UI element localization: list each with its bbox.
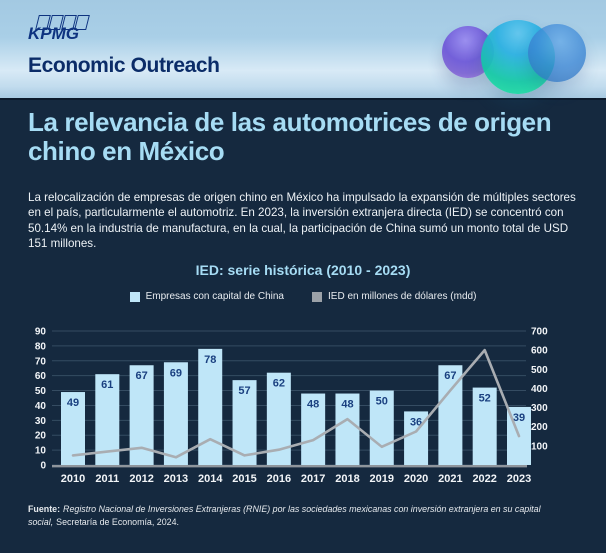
- x-axis-year-label: 2018: [335, 473, 359, 485]
- bar-value-label: 50: [376, 396, 388, 408]
- left-axis-tick: 0: [40, 461, 46, 472]
- x-axis-year-label: 2010: [61, 473, 85, 485]
- legend-item-bars: Empresas con capital de China: [129, 291, 284, 302]
- right-axis-tick: 400: [531, 384, 548, 395]
- x-axis-year-label: 2019: [370, 473, 394, 485]
- kpmg-logo: KPMG: [28, 15, 90, 44]
- bar-value-label: 57: [238, 385, 250, 397]
- bar-value-label: 67: [444, 370, 456, 382]
- legend-item-line: IED en millones de dólares (mdd): [312, 291, 476, 302]
- bar-2019: [369, 390, 394, 465]
- bar-value-label: 48: [307, 399, 319, 411]
- program-title: Economic Outreach: [28, 54, 220, 77]
- bar-value-label: 67: [135, 370, 147, 382]
- right-axis-tick: 500: [531, 365, 548, 376]
- x-axis-year-label: 2015: [232, 473, 256, 485]
- intro-paragraph: La relocalización de empresas de origen …: [28, 191, 576, 251]
- left-axis-tick: 70: [35, 356, 47, 367]
- legend-label-bars: Empresas con capital de China: [145, 291, 284, 302]
- bar-2013: [163, 362, 188, 465]
- legend-swatch-line: [312, 291, 322, 302]
- left-axis-tick: 20: [35, 431, 47, 442]
- source-note: Fuente: Registro Nacional de Inversiones …: [28, 503, 588, 529]
- legend-swatch-bars: [129, 291, 140, 302]
- left-axis-tick: 50: [35, 386, 47, 397]
- bar-2015: [232, 380, 257, 465]
- chart-legend: Empresas con capital de China IED en mil…: [0, 291, 606, 302]
- x-axis-year-label: 2023: [507, 473, 531, 485]
- legend-label-line: IED en millones de dólares (mdd): [328, 291, 477, 302]
- left-axis-tick: 10: [35, 446, 47, 457]
- bar-value-label: 52: [479, 393, 491, 405]
- right-axis-tick: 600: [531, 346, 548, 357]
- bar-2017: [301, 393, 326, 465]
- right-axis-tick: 100: [531, 441, 548, 452]
- bar-value-label: 48: [341, 399, 353, 411]
- left-axis-tick: 80: [35, 341, 47, 352]
- bar-value-label: 36: [410, 416, 422, 428]
- right-axis-tick: 300: [531, 403, 548, 414]
- right-axis-tick: 700: [531, 327, 548, 338]
- x-axis-year-label: 2022: [472, 473, 496, 485]
- x-axis-year-label: 2013: [164, 473, 188, 485]
- left-axis-tick: 40: [35, 401, 47, 412]
- blue-sphere-icon: [528, 24, 586, 82]
- kpmg-logo-squares-icon: [35, 15, 90, 30]
- bar-2010: [61, 392, 85, 465]
- x-axis-year-label: 2017: [301, 473, 325, 485]
- source-label: Fuente:: [28, 504, 61, 514]
- bar-2014: [198, 348, 223, 465]
- x-axis-year-label: 2011: [95, 473, 119, 485]
- x-axis-year-label: 2016: [267, 473, 291, 485]
- left-axis-tick: 60: [35, 371, 47, 382]
- bar-value-label: 61: [101, 379, 113, 391]
- chart-title: IED: serie histórica (2010 - 2023): [195, 262, 411, 278]
- header: KPMG Economic Outreach: [0, 0, 606, 100]
- bar-value-label: 69: [170, 367, 182, 379]
- right-axis-tick: 200: [531, 422, 548, 433]
- x-axis-year-label: 2021: [438, 473, 462, 485]
- ied-combo-chart: 0 10 20 30 40 50 60 70 80 90 100 200 300 400 500 600 700…: [35, 327, 548, 486]
- bar-2018: [335, 393, 360, 465]
- ied-line-series: [71, 348, 521, 459]
- page-title: La relevancia de las automotrices de ori…: [28, 107, 552, 167]
- x-axis-year-label: 2020: [404, 473, 428, 485]
- bar-value-label: 49: [67, 397, 79, 409]
- bar-value-label: 78: [204, 354, 216, 366]
- x-axis-year-label: 2012: [129, 473, 153, 485]
- bar-value-label: 39: [513, 412, 525, 424]
- bar-2022: [472, 387, 497, 465]
- bar-value-label: 62: [273, 378, 285, 390]
- kpmg-logo-text: KPMG: [28, 24, 79, 43]
- source-text-italic: Registro Nacional de Inversiones Extranj…: [28, 504, 541, 527]
- left-axis-tick: 30: [35, 416, 47, 427]
- source-text-regular: Secretaría de Economía, 2024.: [56, 517, 180, 527]
- x-axis-year-label: 2014: [198, 473, 223, 485]
- left-axis-tick: 90: [35, 327, 47, 338]
